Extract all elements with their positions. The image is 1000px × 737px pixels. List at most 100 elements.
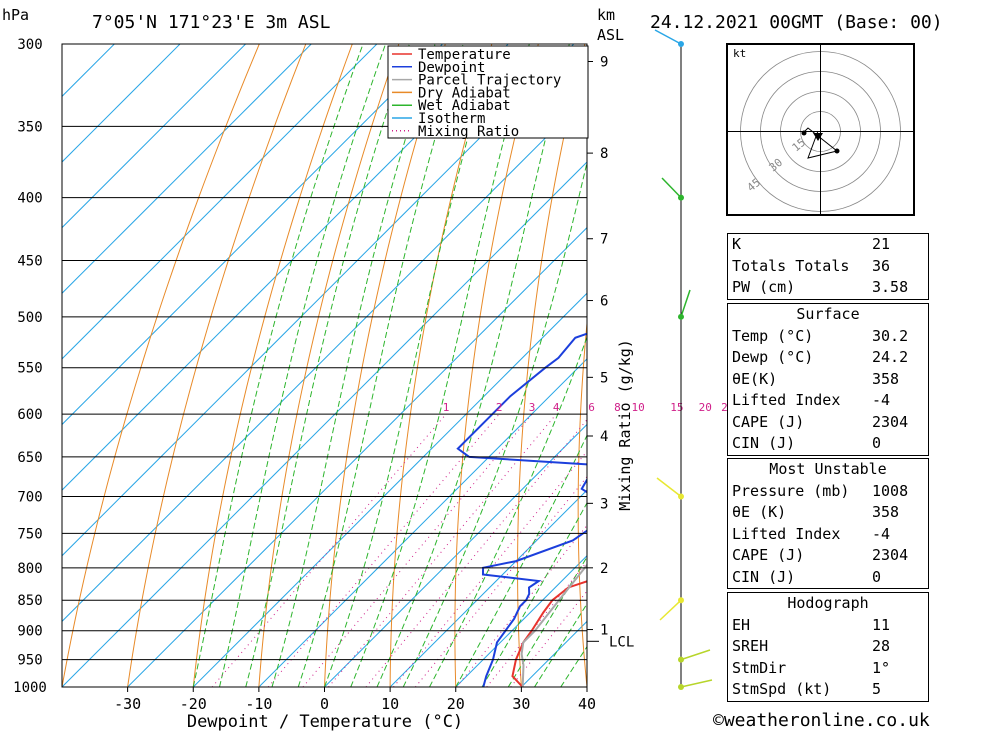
- wet-adiabat-line: [455, 434, 587, 687]
- legend-label: Wet Adiabat: [418, 98, 511, 114]
- hodograph-point: [801, 130, 807, 136]
- x-tick-label: -20: [180, 695, 207, 713]
- mixing-ratio-axis-label: Mixing Ratio (g/kg): [616, 339, 634, 511]
- wind-barb-dot: [678, 684, 684, 690]
- x-tick-label: 40: [578, 695, 596, 713]
- legend-box: [387, 45, 589, 139]
- index-value: 358: [872, 369, 900, 388]
- km-tick-label: 6: [600, 294, 608, 310]
- index-label: SREH: [732, 637, 769, 655]
- isotherm-line: [62, 44, 378, 360]
- dry-adiabat-line: [192, 44, 353, 687]
- pressure-tick-label: 350: [17, 119, 42, 135]
- legend-label: Dewpoint: [418, 60, 485, 76]
- mixing-ratio-line: [456, 524, 587, 687]
- mixing-ratio-label: 4: [553, 401, 560, 414]
- index-value: 358: [872, 503, 900, 521]
- location-title: 7°05'N 171°23'E 3m ASL: [92, 12, 331, 33]
- mixing-ratio-label: 2: [496, 401, 503, 414]
- mixing-ratio-label: 6: [588, 401, 595, 414]
- pressure-tick-label: 450: [17, 254, 42, 270]
- index-value: -4: [872, 391, 891, 409]
- copyright-text: ©weatheronline.co.uk: [713, 710, 930, 731]
- index-value: 30.2: [872, 326, 909, 345]
- pressure-tick-label: 750: [17, 526, 42, 542]
- wind-barb: [680, 649, 711, 661]
- pressure-tick-label: 300: [17, 37, 42, 53]
- wind-barb: [680, 289, 691, 318]
- x-tick-label: 0: [320, 695, 329, 713]
- pressure-tick-label: 850: [17, 593, 42, 609]
- wind-barb-dot: [678, 656, 684, 663]
- wet-adiabat-line: [507, 555, 587, 687]
- pressure-tick-label: 650: [17, 450, 42, 466]
- wind-barb: [654, 29, 682, 45]
- x-tick-label: -10: [245, 695, 272, 713]
- index-value: 2304: [872, 412, 909, 431]
- wind-barb-dot: [678, 41, 684, 47]
- legend-label: Dry Adiabat: [418, 85, 511, 101]
- dry-adiabat-line: [694, 44, 725, 687]
- legend-label: Mixing Ratio: [418, 124, 519, 140]
- wind-barb: [656, 477, 682, 498]
- lcl-label: LCL: [609, 634, 634, 650]
- index-label: Totals Totals: [732, 256, 850, 275]
- wind-barb: [659, 599, 682, 621]
- mixing-ratio-label: 8: [614, 401, 621, 414]
- mixing-ratio-label: 10: [632, 401, 645, 414]
- index-label: EH: [732, 615, 751, 634]
- wet-adiabat-line: [219, 44, 387, 687]
- isotherm-line: [62, 44, 246, 229]
- pressure-tick-label: 500: [17, 310, 42, 326]
- wet-adiabat-line: [350, 44, 530, 687]
- pressure-tick-label: 900: [17, 624, 42, 640]
- x-tick-label: 10: [381, 695, 399, 713]
- isotherm-line: [389, 489, 587, 687]
- pressure-tick-label: 1000: [13, 680, 47, 696]
- index-label: PW (cm): [732, 278, 796, 296]
- legend-label: Parcel Trajectory: [418, 73, 561, 89]
- index-value: 5: [872, 680, 882, 698]
- dry-adiabat-line: [454, 44, 539, 687]
- index-value: 28: [872, 637, 891, 655]
- most-unstable-panel: Most Unstable Pressure (mb) 1008 θE (K) 35…: [727, 458, 929, 589]
- index-label: θE(K): [732, 369, 778, 388]
- index-label: Lifted Index: [732, 391, 841, 409]
- hodograph-panel: Hodograph EH 11 SREH 28 StmDir 1° StmSpd (k…: [727, 592, 929, 702]
- x-tick-label: -30: [114, 695, 141, 713]
- index-label: CAPE (J): [732, 412, 805, 431]
- index-value: 1008: [872, 481, 909, 500]
- wind-barb: [661, 177, 682, 199]
- mixing-ratio-line: [486, 561, 587, 687]
- index-label: Temp (°C): [732, 326, 814, 345]
- index-label: CAPE (J): [732, 546, 805, 564]
- parcel-trajectory-series: [520, 563, 587, 687]
- index-row: K 21: [728, 234, 928, 256]
- isotherm-line: [62, 44, 443, 426]
- isotherm-line: [324, 423, 587, 687]
- wet-adiabat-line: [271, 44, 436, 687]
- km-tick-label: 5: [600, 370, 608, 386]
- dry-adiabat-line: [517, 44, 586, 687]
- pressure-tick-label: 950: [17, 653, 42, 669]
- hodograph-title: Hodograph: [787, 594, 869, 612]
- indices-basic-panel: K 21 Totals Totals 36 PW (cm) 3.58: [727, 233, 929, 300]
- index-label: θE (K): [732, 503, 787, 521]
- isotherm-line: [62, 44, 509, 491]
- wind-barb: [680, 679, 713, 688]
- wet-adiabat-line: [481, 501, 587, 687]
- isotherm-line: [62, 44, 181, 163]
- pressure-tick-label: 800: [17, 561, 42, 577]
- wind-barb-dot: [678, 313, 684, 320]
- index-value: 0: [872, 434, 882, 452]
- km-tick-label: 9: [600, 55, 608, 71]
- x-axis-label: Dewpoint / Temperature (°C): [187, 712, 463, 732]
- pressure-tick-label: 550: [17, 361, 42, 377]
- mixing-ratio-label: 15: [670, 401, 683, 414]
- index-label: StmSpd (kt): [732, 680, 832, 698]
- index-label: Lifted Index: [732, 524, 841, 543]
- wind-barb-dot: [678, 493, 684, 500]
